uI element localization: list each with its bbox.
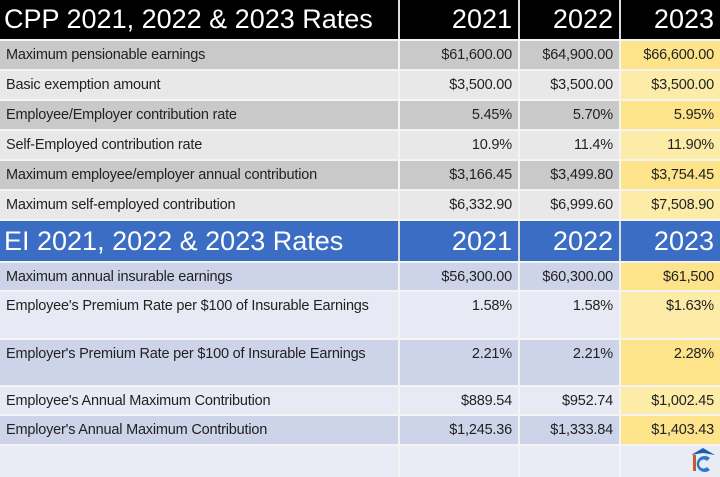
value-cell-2022: $1,333.84 bbox=[518, 416, 619, 444]
row-label: Employer's Annual Maximum Contribution bbox=[6, 422, 268, 438]
row-label: Maximum self-employed contribution bbox=[6, 197, 236, 213]
row-label: Maximum employee/employer annual contrib… bbox=[6, 167, 317, 183]
logo-icon bbox=[691, 448, 715, 472]
value-cell-2021: 1.58% bbox=[398, 292, 518, 338]
value-cell-2023: 5.95% bbox=[619, 101, 720, 129]
value-cell-2023: 2.28% bbox=[619, 340, 720, 385]
value-cell-2022: 1.58% bbox=[518, 292, 619, 338]
value-cell-2022: $3,499.80 bbox=[518, 161, 619, 189]
cpp-header-row: CPP 2021, 2022 & 2023 Rates 2021 2022 2023 bbox=[0, 0, 720, 41]
table-row: Maximum employee/employer annual contrib… bbox=[0, 161, 720, 191]
value-cell-2022: 11.4% bbox=[518, 131, 619, 159]
table-row: Employee/Employer contribution rate 5.45%… bbox=[0, 101, 720, 131]
table-row: Employee's Premium Rate per $100 of Insu… bbox=[0, 292, 720, 340]
table-row: Employer's Premium Rate per $100 of Insu… bbox=[0, 340, 720, 387]
value-cell-2022: $952.74 bbox=[518, 387, 619, 414]
row-label: Employee's Premium Rate per $100 of Insu… bbox=[6, 298, 369, 314]
value-cell-2021: $1,245.36 bbox=[398, 416, 518, 444]
value-cell-2022: $60,300.00 bbox=[518, 263, 619, 290]
value-cell-2023: 11.90% bbox=[619, 131, 720, 159]
table-row: Employer's Annual Maximum Contribution $1… bbox=[0, 416, 720, 446]
year-header: 2022 bbox=[518, 221, 619, 261]
year-header: 2023 bbox=[619, 0, 720, 39]
table-row: Employee's Annual Maximum Contribution $8… bbox=[0, 387, 720, 416]
value-cell-2023: $3,754.45 bbox=[619, 161, 720, 189]
value-cell-2022: $3,500.00 bbox=[518, 71, 619, 99]
year-header: 2021 bbox=[398, 0, 518, 39]
table-row: Basic exemption amount $3,500.00 $3,500.00… bbox=[0, 71, 720, 101]
row-label: Self-Employed contribution rate bbox=[6, 137, 203, 153]
row-label: Basic exemption amount bbox=[6, 77, 161, 93]
value-cell-2021: $3,166.45 bbox=[398, 161, 518, 189]
ei-title: EI 2021, 2022 & 2023 Rates bbox=[4, 225, 344, 256]
year-header: 2021 bbox=[398, 221, 518, 261]
table-row: Maximum pensionable earnings $61,600.00 $6… bbox=[0, 41, 720, 71]
ei-section: EI 2021, 2022 & 2023 Rates 2021 2022 2023 M… bbox=[0, 221, 720, 446]
cpp-title: CPP 2021, 2022 & 2023 Rates bbox=[4, 4, 373, 34]
value-cell-2022: 2.21% bbox=[518, 340, 619, 385]
value-cell-2021: 2.21% bbox=[398, 340, 518, 385]
value-cell-2021: $3,500.00 bbox=[398, 71, 518, 99]
empty-row bbox=[0, 446, 720, 477]
value-cell-2023: $66,600.00 bbox=[619, 41, 720, 69]
table-row: Self-Employed contribution rate 10.9% 11.4… bbox=[0, 131, 720, 161]
year-header: 2023 bbox=[619, 221, 720, 261]
value-cell-2021: $61,600.00 bbox=[398, 41, 518, 69]
row-label: Maximum pensionable earnings bbox=[6, 47, 206, 63]
value-cell-2021: 5.45% bbox=[398, 101, 518, 129]
value-cell-2023: $7,508.90 bbox=[619, 191, 720, 219]
cpp-section: CPP 2021, 2022 & 2023 Rates 2021 2022 2023 … bbox=[0, 0, 720, 221]
ei-header-row: EI 2021, 2022 & 2023 Rates 2021 2022 2023 bbox=[0, 221, 720, 263]
table-row: Maximum annual insurable earnings $56,300… bbox=[0, 263, 720, 292]
value-cell-2023: $1,002.45 bbox=[619, 387, 720, 414]
value-cell-2021: $56,300.00 bbox=[398, 263, 518, 290]
value-cell-2022: 5.70% bbox=[518, 101, 619, 129]
row-label: Maximum annual insurable earnings bbox=[6, 269, 233, 285]
value-cell-2023: $1.63% bbox=[619, 292, 720, 338]
row-label: Employee's Annual Maximum Contribution bbox=[6, 393, 271, 409]
row-label: Employee/Employer contribution rate bbox=[6, 107, 237, 123]
value-cell-2021: 10.9% bbox=[398, 131, 518, 159]
value-cell-2021: $6,332.90 bbox=[398, 191, 518, 219]
year-header: 2022 bbox=[518, 0, 619, 39]
value-cell-2023: $1,403.43 bbox=[619, 416, 720, 444]
value-cell-2022: $64,900.00 bbox=[518, 41, 619, 69]
value-cell-2021: $889.54 bbox=[398, 387, 518, 414]
row-label: Employer's Premium Rate per $100 of Insu… bbox=[6, 346, 366, 362]
table-row: Maximum self-employed contribution $6,332… bbox=[0, 191, 720, 221]
value-cell-2023: $61,500 bbox=[619, 263, 720, 290]
value-cell-2023: $3,500.00 bbox=[619, 71, 720, 99]
value-cell-2022: $6,999.60 bbox=[518, 191, 619, 219]
